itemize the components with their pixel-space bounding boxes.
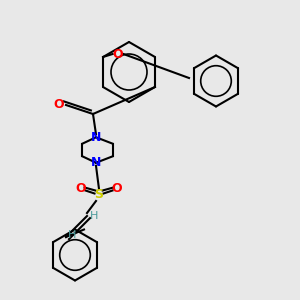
Text: S: S bbox=[94, 188, 103, 202]
Text: H: H bbox=[68, 230, 76, 241]
Text: O: O bbox=[76, 182, 86, 196]
Text: N: N bbox=[91, 131, 101, 144]
Text: O: O bbox=[113, 47, 123, 61]
Text: O: O bbox=[53, 98, 64, 112]
Text: N: N bbox=[91, 156, 101, 169]
Text: H: H bbox=[90, 211, 99, 221]
Text: O: O bbox=[112, 182, 122, 196]
